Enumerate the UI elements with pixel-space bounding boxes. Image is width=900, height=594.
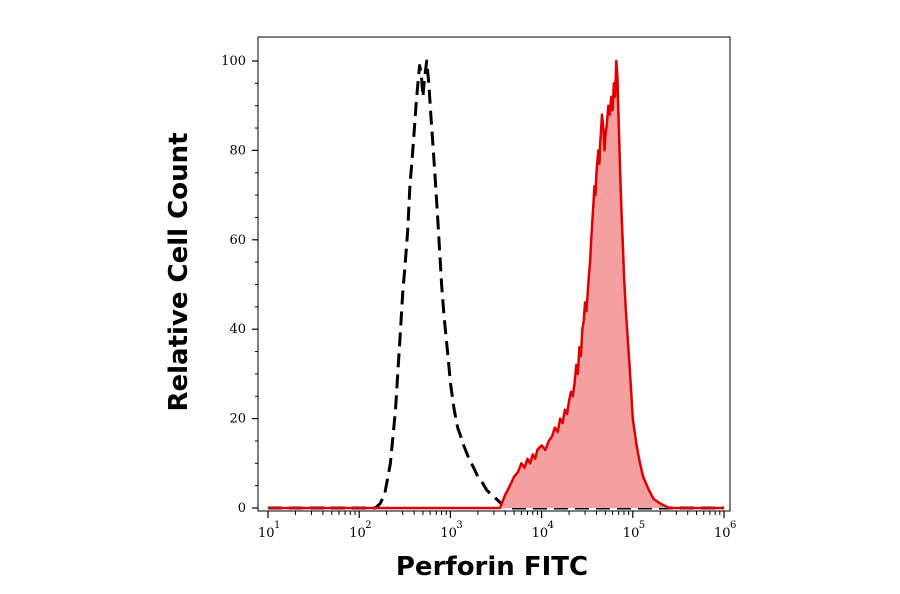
y-tick-label: 40 (229, 322, 246, 337)
x-tick-label: 10 (349, 526, 366, 541)
series-0-line (268, 59, 724, 510)
x-tick-label: 10 (258, 526, 275, 541)
x-tick-exponent: 6 (730, 520, 736, 531)
x-tick-exponent: 4 (548, 520, 554, 531)
y-tick-label: 80 (229, 143, 246, 158)
x-tick-exponent: 2 (365, 520, 371, 531)
x-tick-label: 10 (440, 526, 457, 541)
series-1-fill (268, 61, 724, 508)
y-tick-label: 20 (229, 412, 246, 427)
x-tick-exponent: 5 (639, 520, 645, 531)
x-tick-exponent: 1 (274, 520, 280, 531)
x-axis-title: Perforin FITC (396, 552, 588, 582)
y-tick-label: 0 (238, 501, 246, 516)
y-tick-label: 60 (229, 233, 246, 248)
x-tick-exponent: 3 (456, 520, 462, 531)
x-tick-label: 10 (532, 526, 549, 541)
y-axis-title: Relative Cell Count (164, 132, 194, 411)
series-1-line (268, 59, 724, 510)
x-tick-label: 10 (623, 526, 640, 541)
plot-frame (257, 36, 731, 512)
y-tick-label: 100 (221, 54, 246, 69)
x-tick-label: 10 (714, 526, 731, 541)
